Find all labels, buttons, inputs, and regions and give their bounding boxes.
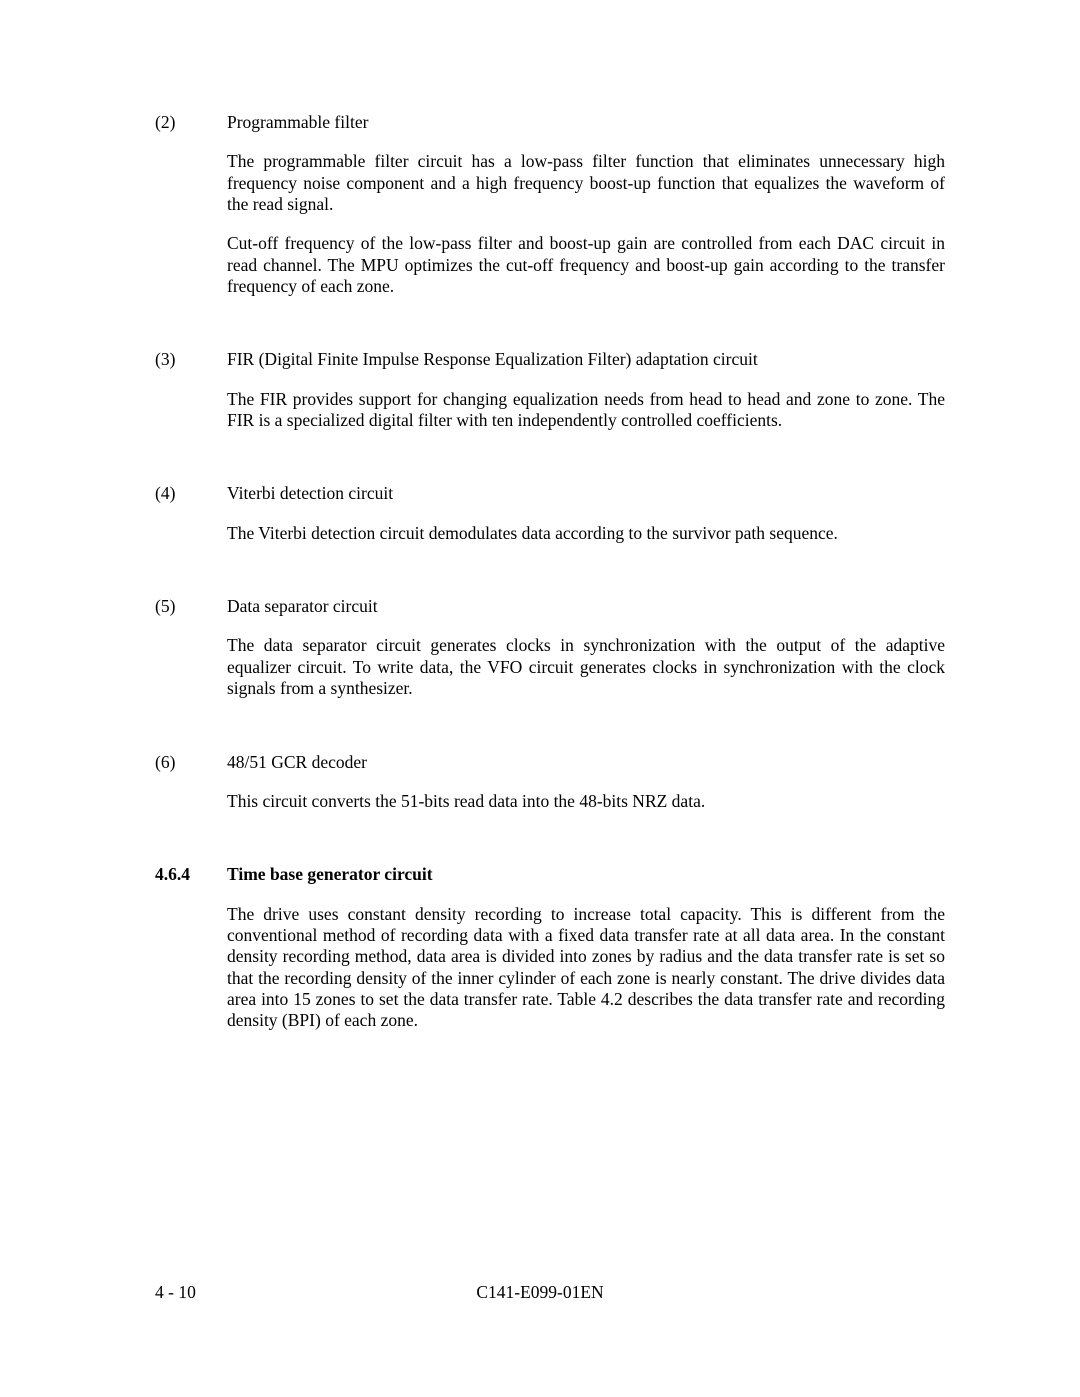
section-title: Time base generator circuit — [227, 864, 945, 885]
spacer — [155, 315, 945, 349]
item-3-para-1: The FIR provides support for changing eq… — [227, 389, 945, 432]
item-5-number: (5) — [155, 596, 227, 617]
section-para-1: The drive uses constant density recordin… — [227, 904, 945, 1032]
item-3-number: (3) — [155, 349, 227, 370]
spacer — [155, 449, 945, 483]
page-content: (2) Programmable filter The programmable… — [155, 112, 945, 1050]
spacer — [155, 562, 945, 596]
item-6-para-1: This circuit converts the 51-bits read d… — [227, 791, 945, 812]
item-6-heading: (6) 48/51 GCR decoder — [155, 752, 945, 773]
item-4-title: Viterbi detection circuit — [227, 483, 945, 504]
item-4-para-1: The Viterbi detection circuit demodulate… — [227, 523, 945, 544]
item-6-number: (6) — [155, 752, 227, 773]
item-5-title: Data separator circuit — [227, 596, 945, 617]
spacer — [155, 830, 945, 864]
item-3-title: FIR (Digital Finite Impulse Response Equ… — [227, 349, 945, 370]
item-5-para-1: The data separator circuit generates clo… — [227, 635, 945, 699]
item-2-para-2: Cut-off frequency of the low-pass filter… — [227, 233, 945, 297]
item-2-title: Programmable filter — [227, 112, 945, 133]
item-3-heading: (3) FIR (Digital Finite Impulse Response… — [155, 349, 945, 370]
item-2-para-1: The programmable filter circuit has a lo… — [227, 151, 945, 215]
item-6-title: 48/51 GCR decoder — [227, 752, 945, 773]
item-4-heading: (4) Viterbi detection circuit — [155, 483, 945, 504]
section-heading: 4.6.4 Time base generator circuit — [155, 864, 945, 885]
item-5-heading: (5) Data separator circuit — [155, 596, 945, 617]
section-number: 4.6.4 — [155, 864, 227, 885]
item-2-heading: (2) Programmable filter — [155, 112, 945, 133]
footer-doc-id: C141-E099-01EN — [0, 1282, 1080, 1303]
item-2-number: (2) — [155, 112, 227, 133]
spacer — [155, 718, 945, 752]
item-4-number: (4) — [155, 483, 227, 504]
